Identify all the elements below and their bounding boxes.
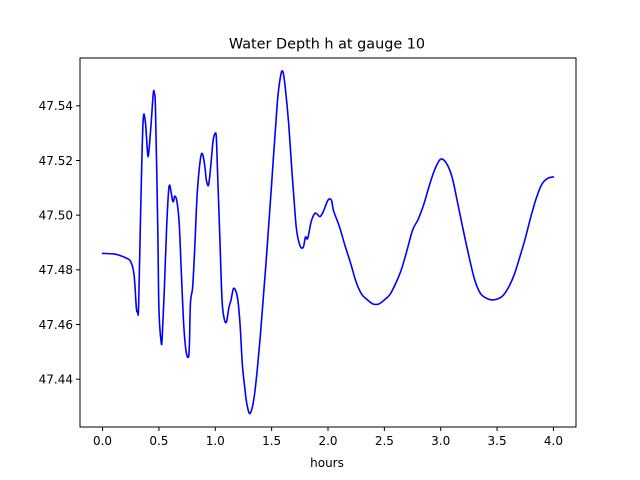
x-tick-label: 1.0 (206, 434, 225, 448)
x-tick-label: 1.5 (262, 434, 281, 448)
x-axis-label: hours (310, 456, 344, 470)
x-tick-label: 0.0 (93, 434, 112, 448)
y-tick-label: 47.48 (39, 263, 73, 277)
y-tick-label: 47.54 (39, 99, 73, 113)
y-tick-label: 47.46 (39, 318, 73, 332)
x-tick-label: 2.5 (375, 434, 394, 448)
chart-title: Water Depth h at gauge 10 (229, 37, 425, 53)
x-tick-label: 3.0 (431, 434, 450, 448)
y-axis: 47.44 47.46 47.48 47.50 47.52 47.54 (39, 99, 80, 386)
x-tick-label: 0.5 (149, 434, 168, 448)
plot-frame (79, 57, 577, 428)
series-layer (101, 69, 555, 415)
y-tick-label: 47.52 (39, 154, 73, 168)
x-tick-label: 3.5 (488, 434, 507, 448)
x-tick-label: 4.0 (544, 434, 563, 448)
y-tick-label: 47.44 (39, 372, 73, 386)
plot-area-border (79, 57, 577, 428)
x-axis: 0.0 0.5 1.0 1.5 2.0 2.5 3.0 3.5 4.0 (93, 427, 563, 448)
x-tick-label: 2.0 (318, 434, 337, 448)
series-line-0 (101, 69, 555, 415)
y-tick-label: 47.50 (39, 208, 73, 222)
